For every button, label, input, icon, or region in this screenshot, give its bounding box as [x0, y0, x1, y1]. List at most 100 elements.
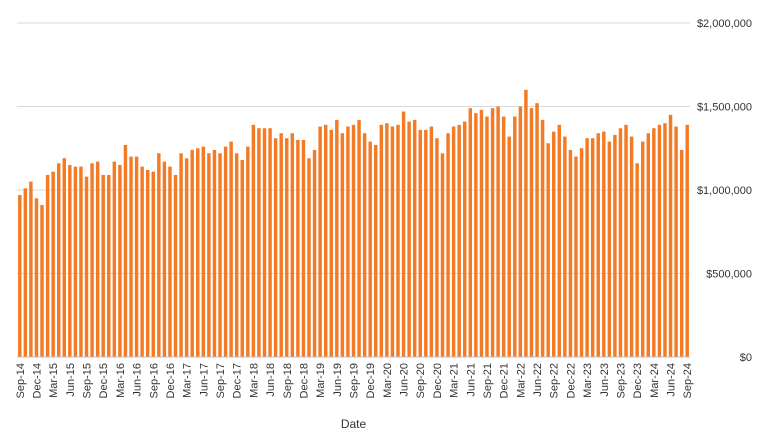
bar	[374, 144, 378, 357]
x-tick-label: Sep-14	[15, 363, 27, 398]
bar	[246, 146, 250, 357]
bar	[251, 124, 256, 358]
bar	[668, 114, 673, 357]
bar	[552, 131, 556, 357]
bar	[407, 121, 411, 357]
x-tick-label: Jun-17	[198, 363, 210, 397]
x-tick-label: Sep-15	[82, 363, 94, 398]
bar	[429, 126, 434, 357]
x-tick-label: Jun-22	[532, 363, 544, 397]
x-tick-label: Jun-16	[132, 363, 144, 397]
bar	[641, 141, 645, 357]
bar	[496, 106, 500, 357]
bar	[435, 138, 439, 357]
x-tick-label: Sep-19	[349, 363, 361, 398]
bar	[79, 166, 83, 357]
bar	[513, 116, 517, 358]
bar	[73, 166, 78, 357]
bar	[412, 119, 417, 357]
bar	[23, 188, 28, 357]
bar	[646, 133, 651, 357]
y-tick-label: $1,500,000	[697, 102, 752, 114]
bar	[179, 153, 183, 357]
y-tick-label: $500,000	[706, 269, 752, 281]
bar	[207, 153, 211, 357]
bar	[657, 124, 662, 358]
bar	[112, 161, 117, 357]
bar	[129, 156, 133, 357]
bar	[40, 205, 44, 357]
bar	[95, 161, 100, 357]
bar	[229, 141, 233, 357]
bar	[312, 149, 317, 357]
x-tick-label: Sep-16	[148, 363, 160, 398]
bar	[279, 133, 283, 357]
bar	[357, 119, 361, 357]
bar	[629, 136, 634, 357]
bar	[62, 158, 66, 357]
bar	[396, 124, 400, 358]
x-tick-label: Mar-15	[48, 363, 60, 398]
bar	[134, 156, 139, 357]
bar	[602, 131, 606, 357]
bar	[301, 139, 306, 357]
bar	[218, 153, 222, 357]
x-tick-label: Mar-23	[582, 363, 594, 398]
bar	[685, 124, 689, 358]
x-tick-label: Sep-20	[415, 363, 427, 398]
bar	[652, 128, 656, 357]
bar	[518, 106, 523, 357]
x-tick-label: Mar-21	[449, 363, 461, 398]
bar	[385, 123, 389, 357]
bar	[201, 146, 206, 357]
bar	[624, 124, 628, 358]
bar	[368, 141, 372, 357]
x-tick-label: Mar-16	[115, 363, 127, 398]
bar	[101, 174, 105, 357]
bar	[196, 148, 200, 357]
bar	[223, 146, 228, 357]
x-tick-label: Jun-21	[465, 363, 477, 397]
bar	[463, 121, 467, 357]
bar	[84, 176, 89, 357]
bar	[379, 124, 384, 358]
x-tick-label: Jun-23	[599, 363, 611, 397]
x-tick-label: Jun-18	[265, 363, 277, 397]
x-axis-tick-labels: Sep-14 Dec-14 Mar-15 Jun-15 Sep-15 Dec-15 Mar-…	[15, 363, 694, 398]
x-tick-label: Sep-23	[615, 363, 627, 398]
x-tick-label: Jun-19	[332, 363, 344, 397]
bar	[418, 129, 422, 357]
bar	[68, 164, 72, 357]
x-tick-label: Jun-24	[666, 363, 678, 397]
bar	[157, 153, 161, 357]
bar	[479, 109, 484, 357]
bar	[56, 163, 61, 357]
bar	[535, 103, 539, 357]
bar	[151, 171, 155, 357]
bar	[590, 138, 595, 357]
x-tick-label: Mar-20	[382, 363, 394, 398]
bar	[262, 128, 267, 357]
bar	[107, 174, 111, 357]
x-tick-label: Dec-20	[432, 363, 444, 398]
bar	[613, 134, 617, 357]
bar	[268, 128, 272, 357]
x-tick-label: Dec-22	[565, 363, 577, 398]
bar	[140, 166, 144, 357]
bar	[635, 163, 639, 357]
bar	[340, 133, 345, 357]
bar	[663, 123, 667, 357]
bar	[574, 156, 578, 357]
bar	[285, 138, 289, 357]
bar	[273, 138, 278, 357]
x-tick-label: Dec-21	[499, 363, 511, 398]
bar	[501, 116, 506, 358]
bar	[485, 116, 489, 358]
bar	[346, 126, 350, 357]
bar	[446, 133, 450, 357]
bar	[234, 153, 239, 357]
bar	[557, 124, 562, 358]
bar	[329, 129, 333, 357]
x-tick-label: Sep-21	[482, 363, 494, 398]
